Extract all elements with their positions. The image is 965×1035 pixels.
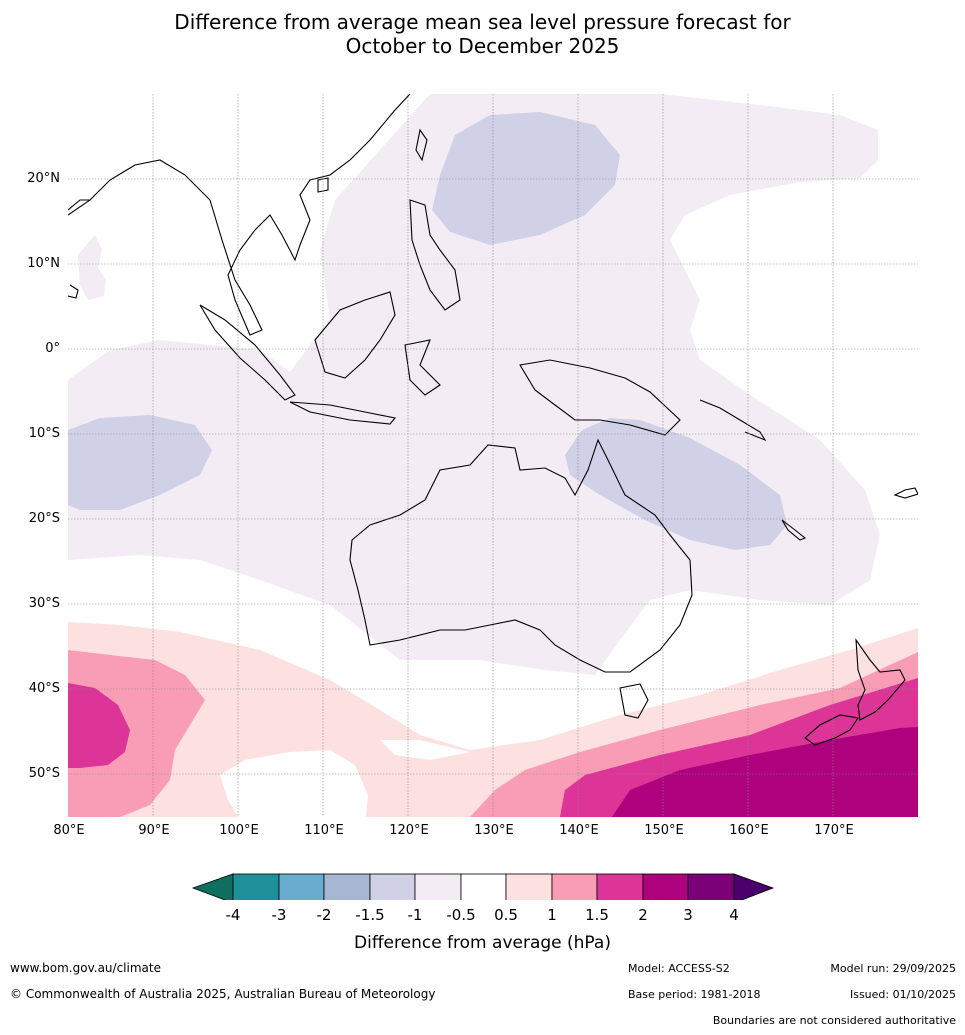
contour-pink-west <box>68 650 205 817</box>
title-line-1: Difference from average mean sea level p… <box>174 10 791 34</box>
colorbar-tick-label: -3 <box>271 906 287 924</box>
colorbar-tick-label: 4 <box>729 906 739 924</box>
colorbar-bin-1 <box>232 873 280 900</box>
disclaimer: Boundaries are not considered authoritat… <box>712 1014 956 1027</box>
lon-label-170e: 170°E <box>814 823 854 838</box>
colorbar-tick-label: 0.5 <box>494 906 518 924</box>
coast-hainan <box>317 177 329 193</box>
coast-philippines <box>409 199 461 311</box>
contour-dark-magenta <box>612 727 918 817</box>
lon-label-80e: 80°E <box>53 823 85 838</box>
website-link[interactable]: www.bom.gov.au/climate <box>10 961 161 975</box>
colorbar-tick-label: 1.5 <box>585 906 609 924</box>
colorbar-bin-7 <box>505 873 553 900</box>
coast-new-guinea <box>519 359 681 436</box>
coast-solomon-islands <box>699 399 767 442</box>
colorbar-tick-label: -1.5 <box>355 906 385 924</box>
colorbar-bin-6 <box>460 873 507 900</box>
coast-sri-lanka <box>68 284 79 299</box>
colorbar-tick-label: -4 <box>225 906 241 924</box>
coast-fiji <box>893 487 918 499</box>
lat-label-0: 0° <box>45 341 60 356</box>
contour-gap-white-2 <box>380 740 470 760</box>
colorbar-extend-high <box>733 873 775 900</box>
contour-magenta-west <box>68 683 130 768</box>
base-period: Base period: 1981-2018 <box>628 988 761 1001</box>
issued-date: Issued: 01/10/2025 <box>849 988 956 1001</box>
contour-west-pacific-low <box>432 112 620 245</box>
coast-java <box>289 401 397 425</box>
title-line-2: October to December 2025 <box>345 34 620 58</box>
model-name: Model: ACCESS-S2 <box>628 962 730 975</box>
colorbar-bin-8 <box>551 873 598 900</box>
gridlines <box>68 94 918 817</box>
coast-new-zealand-north <box>855 638 906 721</box>
contour-indian-ocean-low <box>68 415 212 510</box>
pressure-anomaly-map <box>68 94 918 900</box>
coast-sulawesi <box>404 339 441 396</box>
colorbar-title: Difference from average (hPa) <box>354 933 611 953</box>
lat-label-20n: 20°N <box>27 171 60 186</box>
lon-label-120e: 120°E <box>389 823 429 838</box>
coast-tasmania <box>619 683 649 719</box>
colorbar-bin-3 <box>323 873 371 900</box>
contour-small-lavender <box>78 235 106 300</box>
lon-label-150e: 150°E <box>644 823 684 838</box>
copyright-text: © Commonwealth of Australia 2025, Austra… <box>10 987 436 1001</box>
contour-coral-sea-low <box>565 418 787 550</box>
colorbar-tick-label: 2 <box>638 906 648 924</box>
colorbar-bin-11 <box>687 873 735 900</box>
colorbar-tick-label: -2 <box>316 906 332 924</box>
coast-australia <box>349 438 693 673</box>
lon-label-140e: 140°E <box>559 823 599 838</box>
coast-new-caledonia <box>781 519 807 541</box>
lat-label-30s: 30°S <box>28 596 60 611</box>
colorbar-extend-low <box>191 873 234 900</box>
coast-new-zealand-south <box>804 714 859 746</box>
lat-label-10n: 10°N <box>27 256 60 271</box>
coast-india-east <box>68 199 90 211</box>
lon-label-90e: 90°E <box>138 823 170 838</box>
colorbar-bin-4 <box>369 873 416 900</box>
lon-label-130e: 130°E <box>474 823 514 838</box>
map-title: Difference from average mean sea level p… <box>0 10 965 58</box>
lon-label-100e: 100°E <box>219 823 259 838</box>
coast-asia-mainland <box>68 94 411 336</box>
coast-borneo <box>314 291 396 379</box>
lat-label-50s: 50°S <box>28 766 60 781</box>
colorbar-tick-label: -0.5 <box>446 906 476 924</box>
lat-label-10s: 10°S <box>28 426 60 441</box>
lat-label-40s: 40°S <box>28 681 60 696</box>
colorbar-bin-10 <box>642 873 689 900</box>
colorbar-tick-label: -1 <box>407 906 423 924</box>
colorbar-bin-9 <box>596 873 644 900</box>
colorbar-bin-2 <box>278 873 325 900</box>
coast-sumatra <box>199 304 296 401</box>
lon-label-110e: 110°E <box>304 823 344 838</box>
colorbar <box>191 873 775 900</box>
colorbar-tick-label: 3 <box>683 906 693 924</box>
coastlines <box>68 94 918 746</box>
colorbar-tick-label: 1 <box>547 906 557 924</box>
model-run: Model run: 29/09/2025 <box>830 962 956 975</box>
lon-label-160e: 160°E <box>729 823 769 838</box>
contour-gap-white-1 <box>220 750 368 817</box>
colorbar-bin-5 <box>414 873 462 900</box>
coast-taiwan <box>415 128 428 162</box>
lat-label-20s: 20°S <box>28 511 60 526</box>
